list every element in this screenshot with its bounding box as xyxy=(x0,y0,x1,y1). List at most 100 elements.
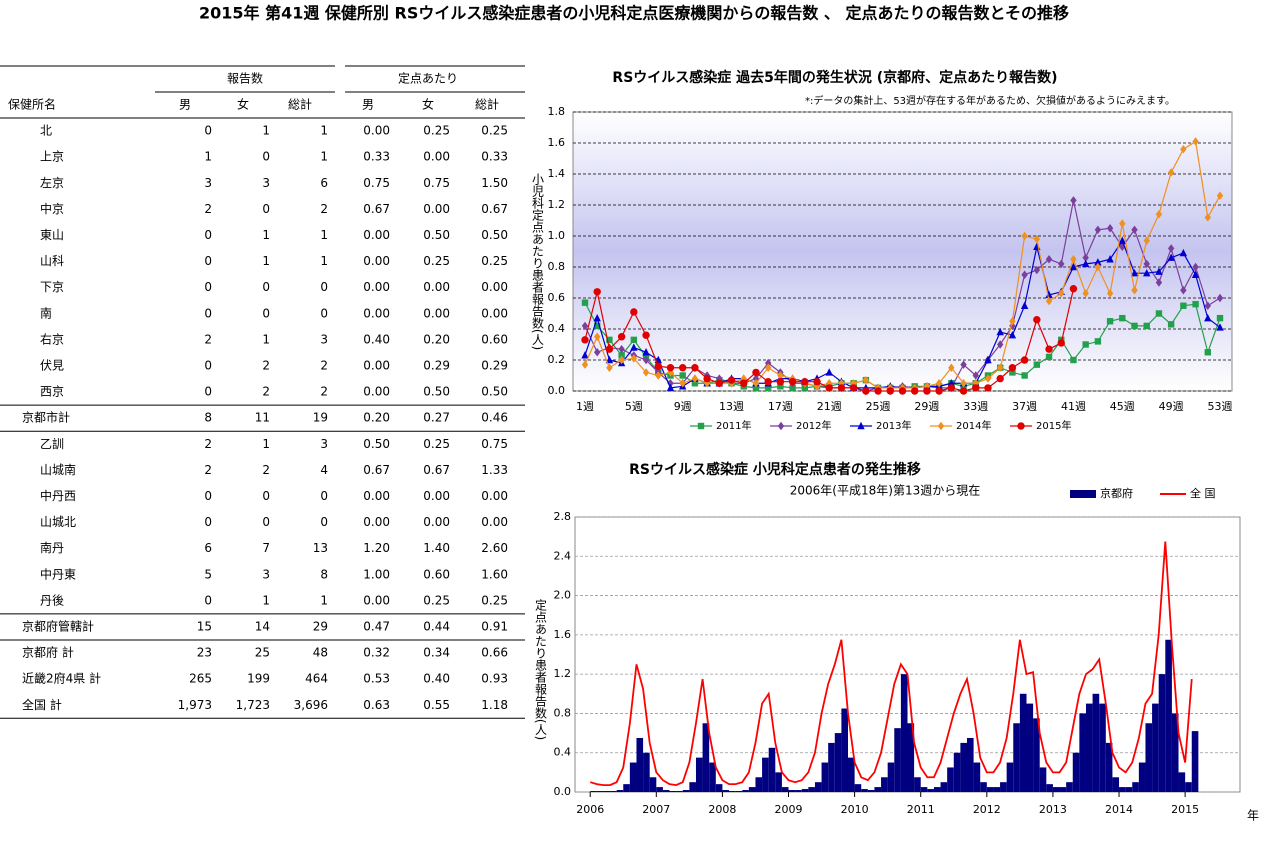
y-tick-label: 0.6 xyxy=(548,291,566,304)
bar xyxy=(715,784,723,792)
bar xyxy=(1185,782,1192,792)
cell-value: 0.50 xyxy=(481,385,508,399)
marker xyxy=(764,378,772,386)
bar xyxy=(1171,713,1179,792)
cell-value: 3 xyxy=(262,567,270,581)
row-name: 京都市計 xyxy=(22,410,70,425)
bar xyxy=(1079,713,1086,792)
cell-value: 0 xyxy=(204,280,212,294)
cell-value: 0 xyxy=(320,306,328,320)
marker xyxy=(984,374,992,383)
marker xyxy=(935,379,943,388)
marker xyxy=(1082,289,1089,298)
cell-value: 0.75 xyxy=(363,176,390,190)
bar xyxy=(947,767,954,792)
cell-value: 0 xyxy=(262,515,270,529)
bar xyxy=(709,762,716,792)
cell-value: 0 xyxy=(204,385,212,399)
marker xyxy=(594,322,601,330)
marker xyxy=(1045,353,1053,361)
cell-value: 0.00 xyxy=(481,489,508,503)
marker xyxy=(960,360,967,369)
cell-value: 0.53 xyxy=(363,672,390,686)
marker xyxy=(691,364,699,372)
marker xyxy=(654,362,662,370)
marker xyxy=(1021,231,1028,241)
cell-value: 0 xyxy=(262,489,270,503)
cell-value: 2 xyxy=(262,358,270,372)
cell-value: 0.20 xyxy=(423,332,450,346)
bar xyxy=(603,791,611,792)
bar xyxy=(643,752,650,792)
marker xyxy=(984,384,992,392)
marker xyxy=(581,299,589,306)
column-header: 総計 xyxy=(475,97,499,112)
bar xyxy=(808,787,815,792)
marker xyxy=(1020,301,1029,309)
marker xyxy=(1143,259,1150,269)
cell-value: 1 xyxy=(262,254,270,268)
row-name: 上京 xyxy=(40,150,64,164)
bar xyxy=(596,791,604,792)
marker xyxy=(947,384,956,392)
bar xyxy=(768,747,776,792)
cell-value: 3 xyxy=(262,176,270,190)
marker xyxy=(1057,339,1065,347)
marker xyxy=(594,332,601,341)
marker xyxy=(1180,302,1187,309)
cell-value: 2 xyxy=(320,202,328,216)
y-axis-label: 定点あたり患者報告数(人) xyxy=(534,597,548,740)
marker xyxy=(752,368,760,377)
cell-value: 0 xyxy=(204,306,212,320)
marker xyxy=(617,333,626,341)
cell-value: 0 xyxy=(320,489,328,503)
cell-value: 19 xyxy=(313,411,328,425)
y-tick-label: 1.2 xyxy=(554,667,572,680)
marker xyxy=(1045,296,1053,306)
x-tick-label: 2010 xyxy=(841,803,869,816)
bar xyxy=(735,791,743,792)
bar xyxy=(742,790,749,792)
row-name: 南 xyxy=(40,305,52,320)
marker xyxy=(1045,290,1053,299)
marker xyxy=(996,374,1004,383)
cell-value: 0.00 xyxy=(481,306,508,320)
marker xyxy=(727,376,736,384)
cell-value: 1 xyxy=(320,228,328,242)
marker xyxy=(1119,219,1126,228)
marker xyxy=(1106,289,1114,298)
chart-title: RSウイルス感染症 小児科定点患者の発生推移 xyxy=(629,461,921,478)
marker xyxy=(1021,270,1028,279)
marker xyxy=(655,371,662,380)
bar xyxy=(894,728,901,792)
cell-value: 0.33 xyxy=(481,150,508,164)
cell-value: 0.00 xyxy=(423,306,450,320)
legend-label: 2013年 xyxy=(876,419,911,432)
cell-value: 0 xyxy=(262,280,270,294)
row-name: 山城南 xyxy=(40,462,76,477)
marker xyxy=(1009,369,1016,376)
marker xyxy=(606,363,613,372)
bar xyxy=(682,790,690,792)
marker xyxy=(837,384,846,392)
legend-label: 2014年 xyxy=(956,419,991,432)
marker xyxy=(813,382,821,391)
marker xyxy=(606,336,613,344)
bar xyxy=(748,787,756,792)
cell-value: 0 xyxy=(204,515,212,529)
cell-value: 0.34 xyxy=(423,646,450,660)
cell-value: 1 xyxy=(262,593,270,607)
marker xyxy=(642,348,650,356)
marker xyxy=(1058,259,1065,269)
bar xyxy=(1026,703,1034,792)
bar xyxy=(755,777,763,792)
marker xyxy=(1204,349,1211,356)
marker xyxy=(886,387,894,395)
cell-value: 1.40 xyxy=(423,541,450,555)
marker xyxy=(594,348,601,357)
marker xyxy=(1082,253,1089,262)
cell-value: 1 xyxy=(320,254,328,268)
marker xyxy=(789,384,796,392)
bar xyxy=(676,791,683,792)
cell-value: 0.40 xyxy=(363,332,390,346)
